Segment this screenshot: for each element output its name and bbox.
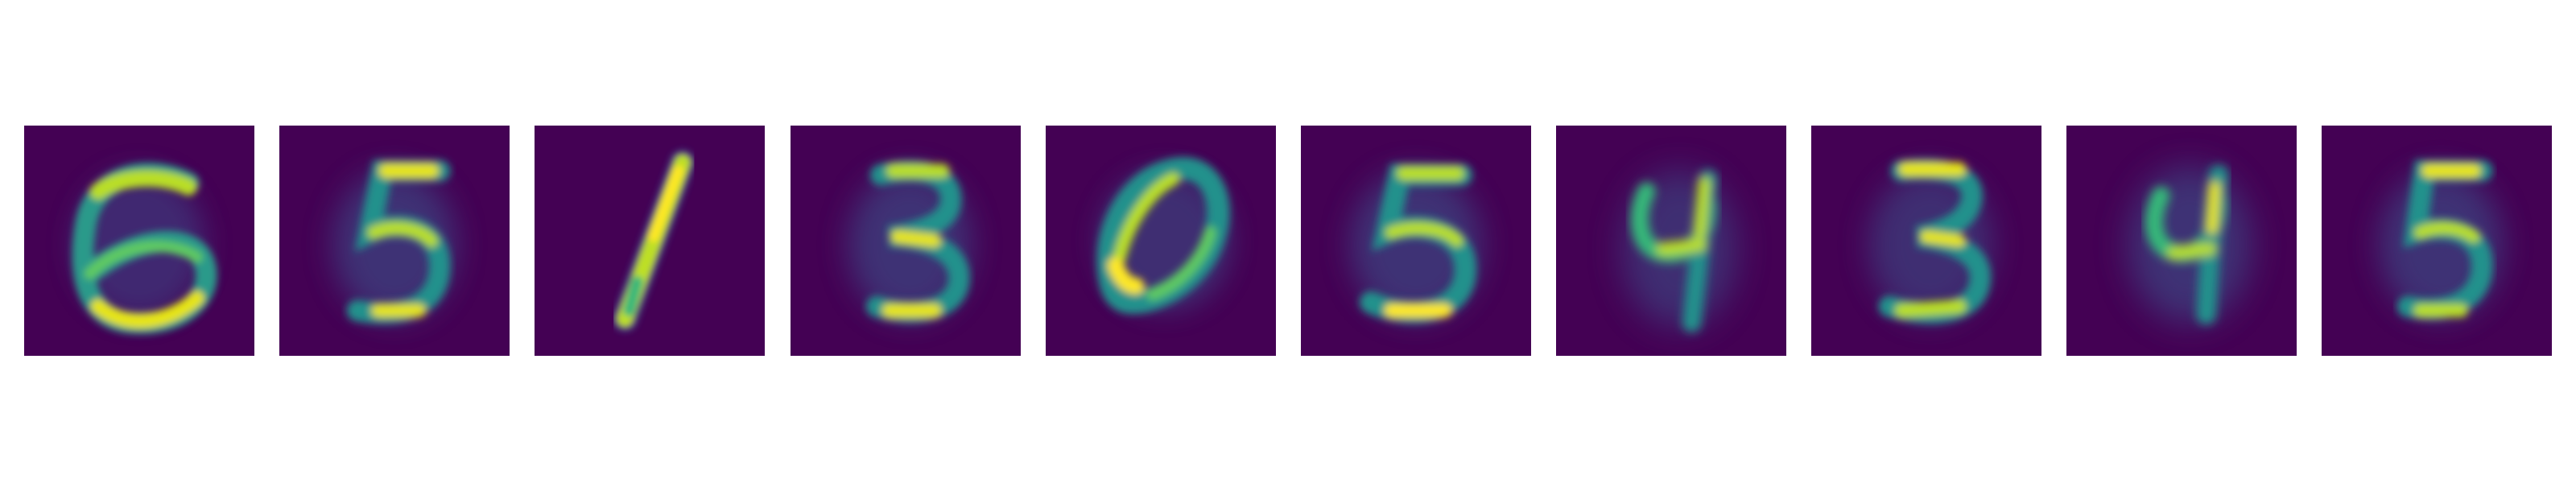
digit-panel-3 (535, 126, 765, 356)
digit-panel-1 (24, 126, 254, 356)
digit-image-9 (2066, 126, 2297, 356)
digit-image-8 (1811, 126, 2041, 356)
digit-panel-9 (2066, 126, 2297, 356)
digit-panel-2 (279, 126, 510, 356)
digit-image-3 (535, 126, 765, 356)
digit-panel-7 (1556, 126, 1786, 356)
digit-image-5 (1046, 126, 1276, 356)
digit-image-1 (24, 126, 254, 356)
digit-image-2 (279, 126, 510, 356)
digit-image-10 (2322, 126, 2552, 356)
digit-image-7 (1556, 126, 1786, 356)
digit-image-4 (791, 126, 1021, 356)
digit-panel-5 (1046, 126, 1276, 356)
digit-image-6 (1301, 126, 1531, 356)
digit-panel-4 (791, 126, 1021, 356)
digit-panel-10 (2322, 126, 2552, 356)
digit-panel-6 (1301, 126, 1531, 356)
digit-panel-8 (1811, 126, 2041, 356)
